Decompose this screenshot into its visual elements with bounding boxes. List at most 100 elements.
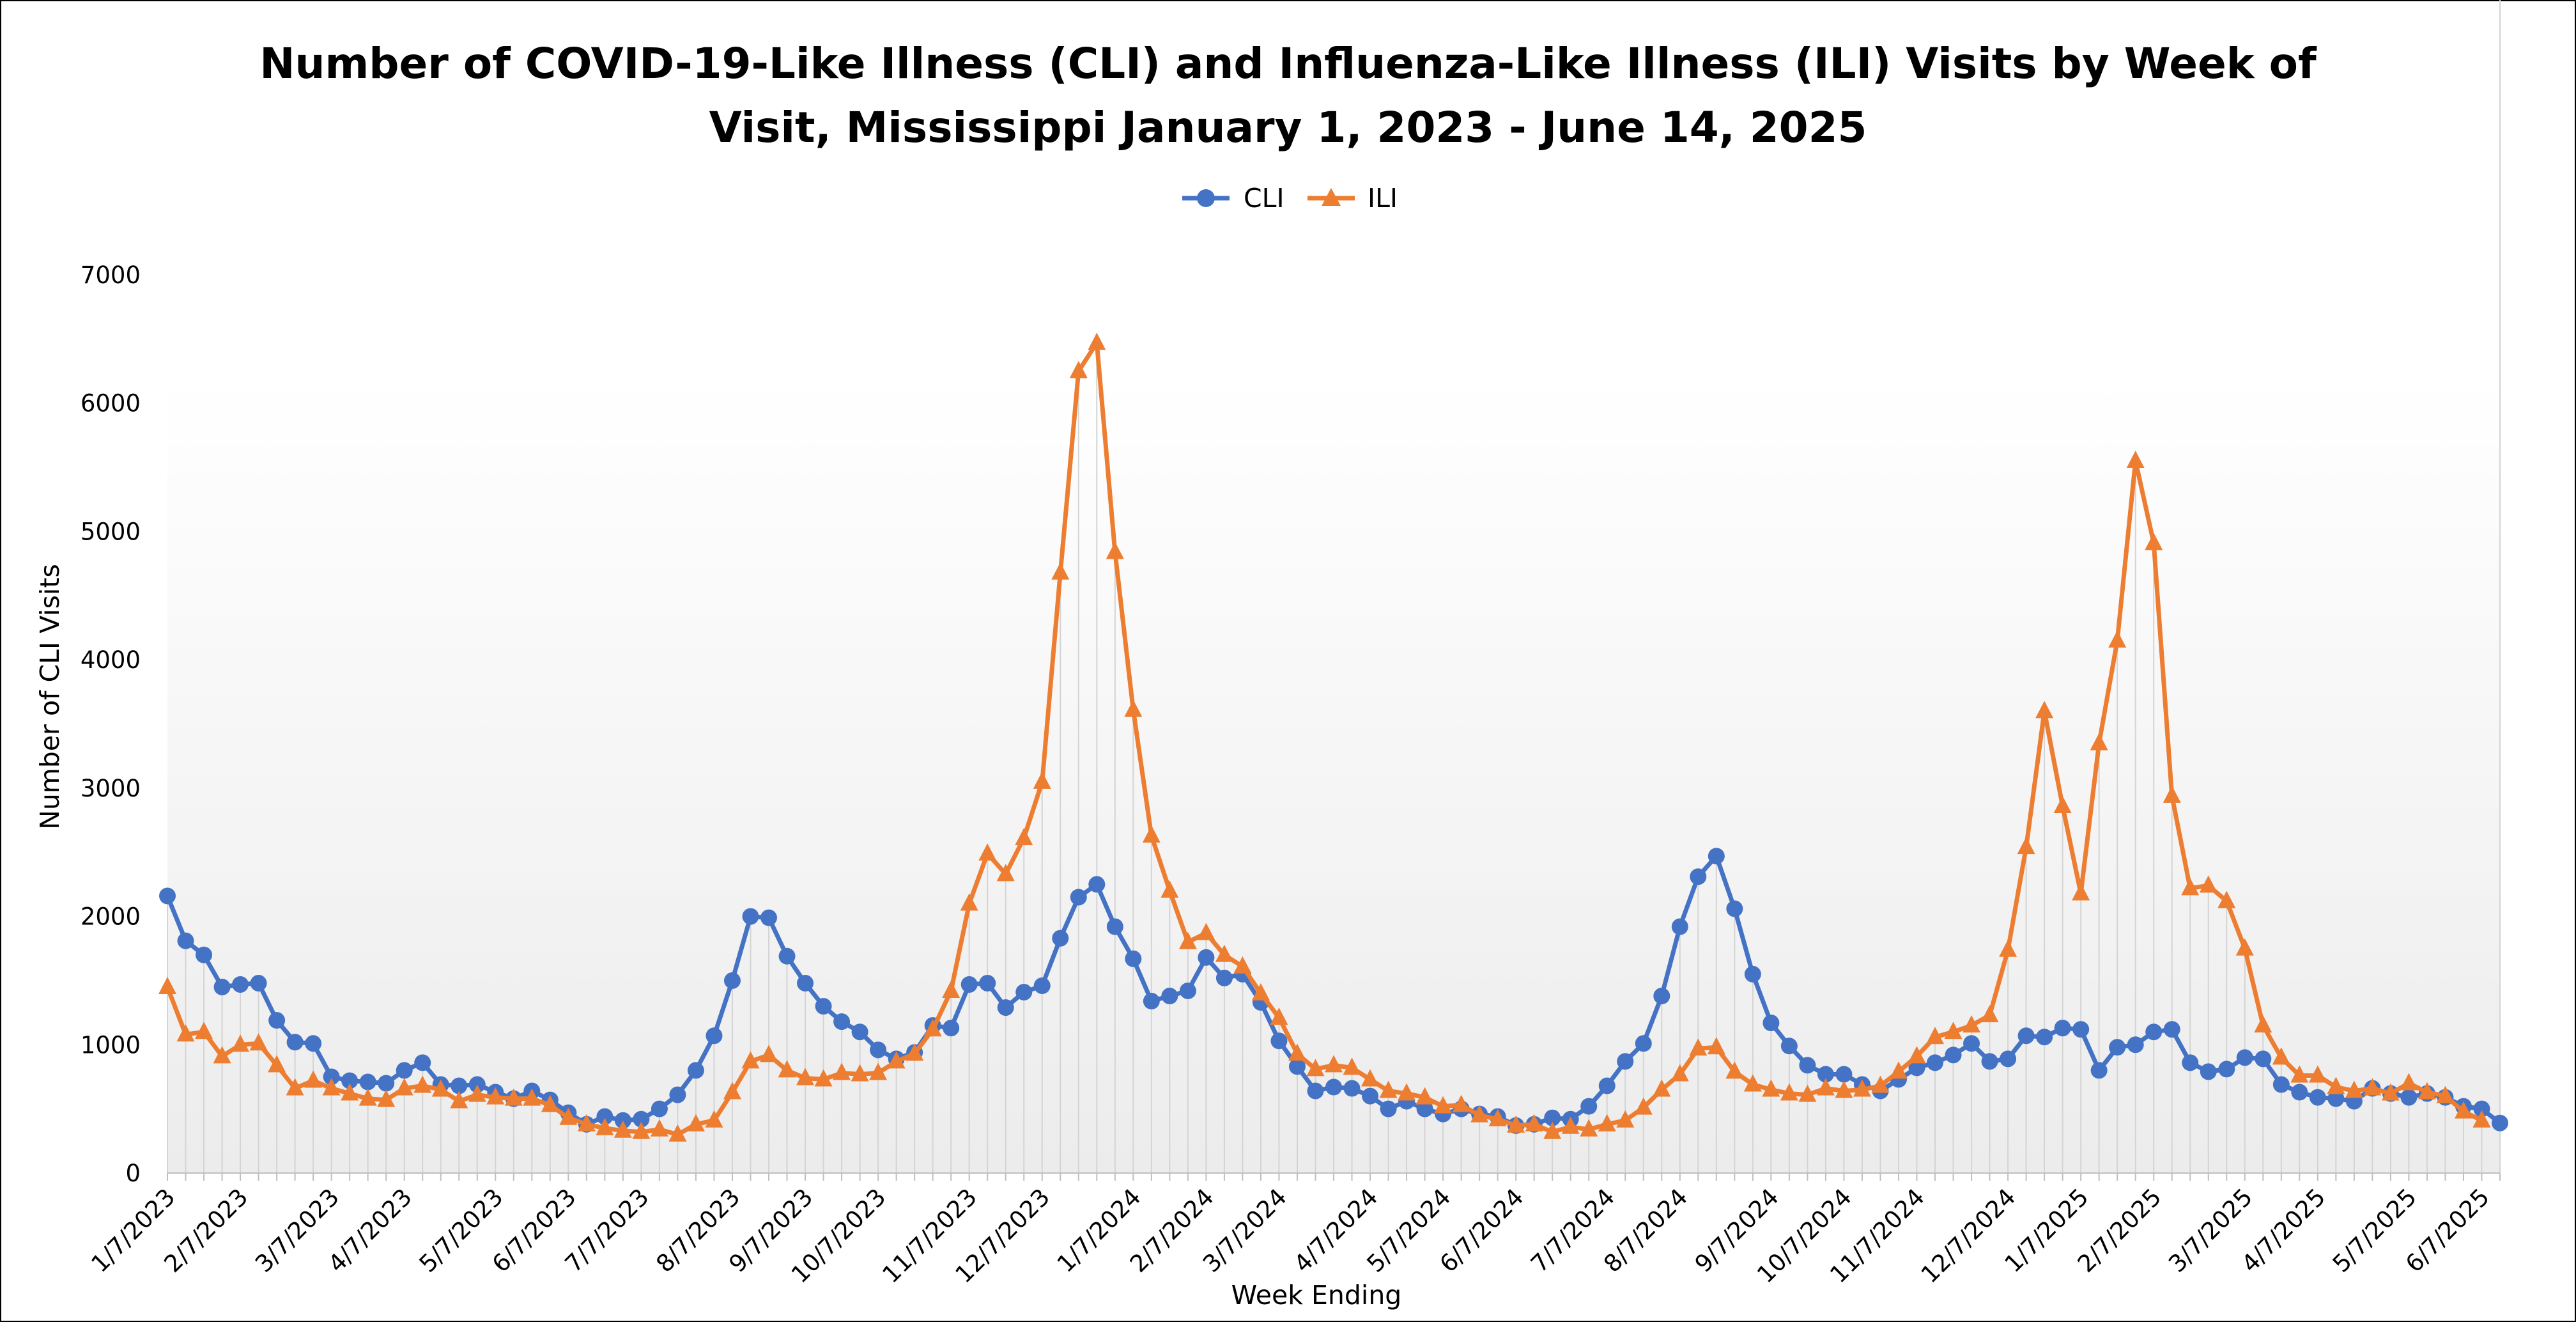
ili-point [2272,1047,2290,1065]
ili-markers [158,332,2491,1142]
plot-area-background [167,377,2500,1173]
x-axis-title: Week Ending [1231,1280,1402,1310]
cli-point [2109,1039,2126,1056]
cli-point [833,1013,851,1030]
ili-point [869,1062,888,1080]
ili-point [1980,1005,1999,1023]
cli-point [1288,1058,1306,1075]
ili-point [450,1091,468,1108]
ili-point [705,1110,723,1128]
cli-point [997,999,1014,1016]
ili-point [1835,1080,1853,1098]
ili-point [1251,983,1270,1000]
ili-point [741,1051,760,1069]
cli-point [2473,1100,2490,1117]
cli-point [323,1068,340,1085]
ili-point [1106,541,1124,559]
ili-point [650,1119,668,1137]
cli-point [1835,1066,1853,1083]
cli-point [614,1112,631,1129]
ili-point [1015,828,1033,846]
cli-point [1325,1078,1342,1096]
y-tick-label: 6000 [81,390,141,417]
ili-point [2400,1073,2418,1091]
cli-point [706,1027,723,1045]
ili-point [1762,1079,1780,1097]
ili-point [1707,1037,1725,1055]
ili-point [2108,630,2127,648]
cli-point [1981,1053,1998,1070]
ili-point [686,1114,705,1131]
ili-point [2327,1077,2345,1094]
ili-point [668,1124,687,1142]
ili-point [596,1117,614,1135]
ili-point [814,1069,833,1087]
cli-point [2218,1061,2235,1078]
ili-point [978,843,997,861]
ili-point [960,893,978,911]
ili-point [577,1114,596,1131]
cli-point [232,976,249,993]
cli-point [2127,1036,2144,1054]
cli-point [2163,1021,2180,1038]
cli-point [1726,900,1743,917]
ili-point [195,1022,213,1039]
ili-point [2381,1083,2400,1101]
cli-point [1653,988,1670,1005]
ili-point [304,1070,323,1088]
ili-point [1215,944,1233,962]
ili-point [1634,1097,1653,1115]
ili-point [1488,1108,1507,1126]
cli-point [596,1108,613,1125]
cli-point [1070,889,1087,906]
cli-point [1744,965,1761,983]
ili-point [2217,890,2236,908]
cli-point [1343,1080,1361,1097]
ili-point [1889,1061,1908,1079]
ili-point [2418,1082,2436,1100]
ili-point [413,1075,432,1093]
cli-point [451,1077,468,1094]
cli-point [1945,1046,1962,1064]
ili-point [1543,1121,1562,1139]
ili-point [833,1062,851,1080]
cli-point [286,1034,304,1051]
cli-point [1416,1100,1433,1117]
cli-point [1708,848,1725,865]
cli-point [1544,1109,1561,1126]
cli-point [1690,868,1707,885]
legend: CLI ILI [1182,183,1398,214]
cli-point [1015,983,1033,1000]
cli-point [979,974,996,992]
cli-point [1380,1100,1397,1117]
cli-point [2036,1029,2053,1046]
ili-point [1944,1022,1963,1039]
ili-point [395,1078,413,1096]
cli-point [250,974,267,992]
ili-point [359,1088,377,1106]
ili-point [851,1064,869,1082]
ili-point [1161,880,1179,898]
chart-title: Number of COVID-19-Like Illness (CLI) an… [0,32,2576,160]
cli-point [1635,1035,1652,1052]
cli-point [651,1100,668,1117]
cli-point [305,1035,322,1052]
cli-point [2327,1090,2345,1107]
ili-point [2181,878,2200,896]
y-tick-label: 0 [125,1160,141,1187]
ili-point [541,1094,559,1112]
cli-point [2182,1054,2199,1071]
ili-point [2235,938,2254,956]
cli-point [870,1041,887,1059]
cli-point [1179,982,1196,999]
y-axis: 0 1000 2000 3000 4000 5000 6000 7000 [81,261,141,1187]
cli-point [2200,1063,2217,1080]
cli-point [1106,918,1123,935]
ili-point [1142,825,1161,843]
ili-point [778,1060,796,1078]
ili-point [2454,1101,2472,1119]
ili-point [486,1087,505,1105]
cli-point [2291,1084,2308,1101]
cli-point [1963,1035,1980,1052]
cli-point [1617,1053,1634,1070]
